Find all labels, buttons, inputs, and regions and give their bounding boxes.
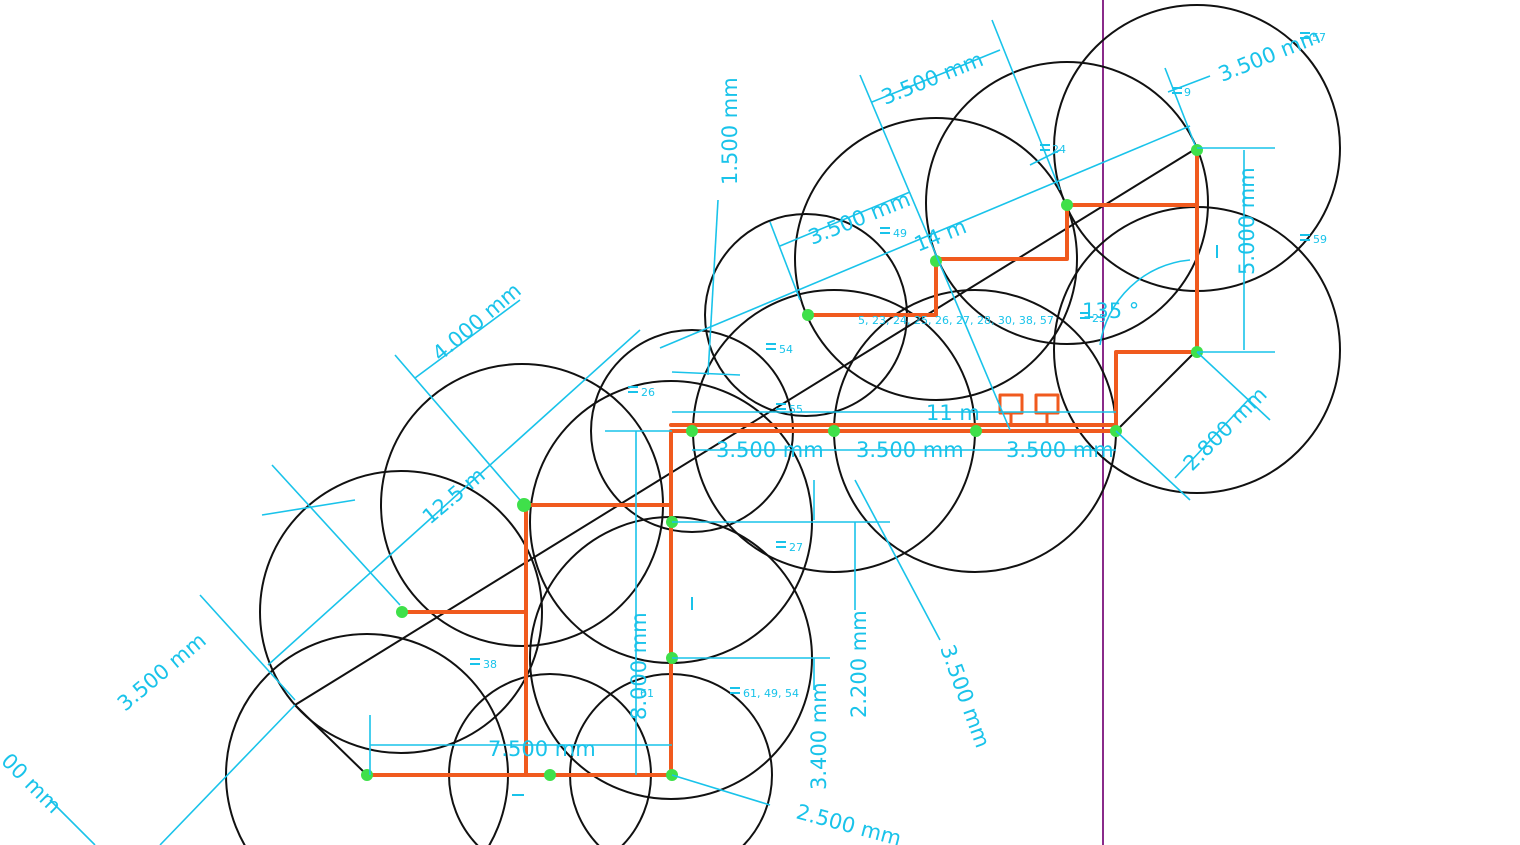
dimension-label[interactable]: 00 mm — [0, 749, 66, 819]
dimension-line[interactable] — [1167, 75, 1211, 93]
dimension-label[interactable]: 3.500 mm — [113, 628, 211, 716]
dimension-extension-line[interactable] — [707, 199, 719, 376]
route-node[interactable] — [802, 309, 814, 321]
route-node[interactable] — [1191, 144, 1203, 156]
dimension-extension-line[interactable] — [49, 799, 96, 845]
dimension-extension-line[interactable] — [1196, 351, 1271, 421]
dimension-label[interactable]: 3.400 mm — [807, 682, 831, 790]
dimension-label[interactable]: 5.000 mm — [1235, 167, 1259, 275]
dimension-extension-line[interactable] — [199, 594, 296, 701]
constraint-label: 55 — [789, 403, 803, 416]
dimension-line[interactable] — [414, 299, 521, 379]
dimension-label[interactable]: 3.500 mm — [1006, 438, 1114, 462]
route-node[interactable] — [686, 425, 698, 437]
constraint-label: 54 — [779, 343, 793, 356]
construction-line[interactable] — [1115, 349, 1198, 432]
dimension-lines — [49, 19, 1275, 845]
constraint-label: 5, 23, 24, 25, 26, 27, 28, 30, 38, 57 — [858, 314, 1054, 327]
dimension-label[interactable]: 3.500 mm — [856, 438, 964, 462]
constraint-label: 24 — [1052, 143, 1066, 156]
dimension-label[interactable]: 14 m — [911, 214, 970, 256]
dimension-label[interactable]: 7.500 mm — [488, 737, 596, 761]
constraint-label: 61, 49, 54 — [743, 687, 799, 700]
route-node[interactable] — [517, 498, 531, 512]
constraint-markers — [470, 32, 1310, 796]
dimension-label[interactable]: 11 m — [926, 401, 980, 425]
dimension-line-2500[interactable] — [671, 774, 771, 806]
constraint-label: 25 — [1092, 312, 1106, 325]
dimension-extension-line[interactable] — [769, 221, 801, 301]
circle[interactable] — [259, 470, 543, 754]
route-node[interactable] — [1061, 199, 1073, 211]
dimension-line-3500-diag[interactable] — [854, 479, 941, 641]
dimension-line[interactable] — [1174, 397, 1251, 479]
route-node[interactable] — [396, 606, 408, 618]
dimension-line-14m[interactable] — [659, 125, 1191, 349]
constraint-label: 26 — [641, 386, 655, 399]
dimension-line[interactable] — [261, 499, 356, 516]
dimension-line[interactable] — [871, 49, 1001, 103]
angle-label[interactable]: 135 ° — [1082, 299, 1139, 323]
dimension-line[interactable] — [159, 704, 296, 845]
dimension-extension-line[interactable] — [1164, 67, 1196, 146]
dimension-label[interactable]: 3.500 mm — [716, 438, 824, 462]
dimension-line[interactable] — [779, 191, 911, 247]
dimension-label[interactable]: 8.000 mm — [627, 612, 651, 720]
route-node[interactable] — [544, 769, 556, 781]
route-node[interactable] — [361, 769, 373, 781]
dimension-extension-line[interactable] — [394, 354, 521, 501]
dimension-extension-line[interactable] — [271, 464, 401, 606]
route-fitting-stem[interactable] — [1009, 411, 1049, 427]
dimension-label[interactable]: 1.500 mm — [718, 77, 742, 185]
dimension-line-12-5m[interactable] — [267, 329, 641, 666]
dimension-label[interactable]: 2.500 mm — [794, 800, 904, 845]
constraint-label: 61 — [640, 687, 654, 700]
dimension-label[interactable]: 3.500 mm — [805, 187, 914, 250]
dimension-label[interactable]: 3.500 mm — [935, 642, 994, 751]
dimension-line[interactable] — [671, 371, 741, 376]
constraint-label: 27 — [789, 541, 803, 554]
circle[interactable] — [925, 61, 1209, 345]
dimension-extension-line[interactable] — [859, 74, 1011, 431]
dimension-extension-line[interactable] — [1115, 430, 1191, 501]
constraint-number-labels: 57 9 24 49 59 5, 23, 24, 25, 26, 27, 28,… — [483, 31, 1327, 700]
angle-arc[interactable] — [1099, 259, 1191, 346]
constraint-label: 59 — [1313, 233, 1327, 246]
dimension-label[interactable]: 2.800 mm — [1179, 382, 1272, 475]
constraint-label: 9 — [1184, 86, 1191, 99]
circle[interactable] — [794, 117, 1078, 401]
dimension-label[interactable]: 4.000 mm — [428, 278, 526, 366]
route-fitting-symbol[interactable] — [998, 393, 1060, 415]
dimension-label[interactable]: 3.500 mm — [1215, 24, 1324, 87]
dimension-label[interactable]: 2.200 mm — [847, 610, 871, 718]
constraint-label: 57 — [1312, 31, 1326, 44]
construction-line[interactable] — [294, 704, 368, 776]
circle[interactable] — [225, 633, 509, 845]
constraint-label: 49 — [893, 227, 907, 240]
route-node[interactable] — [970, 425, 982, 437]
dimension-line[interactable] — [1029, 149, 1061, 166]
dimension-labels: 3.500 mm 3.500 mm 1.500 mm 3.500 mm 14 m… — [0, 24, 1324, 845]
dimension-extension-line[interactable] — [991, 19, 1061, 191]
constraint-label: 38 — [483, 658, 497, 671]
route-node[interactable] — [828, 425, 840, 437]
